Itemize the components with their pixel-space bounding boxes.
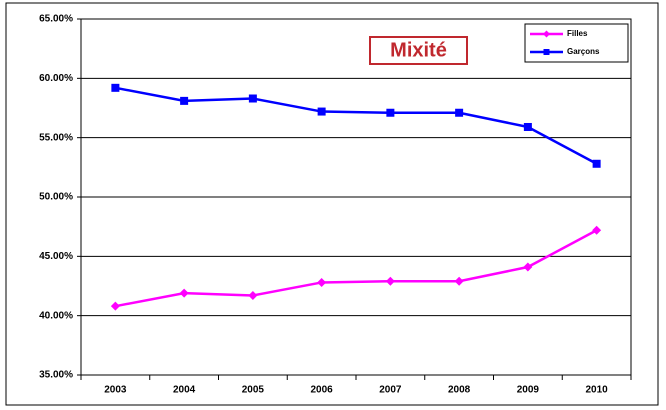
x-tick-label: 2010 xyxy=(586,385,609,396)
legend-marker xyxy=(543,30,550,38)
x-tick-label: 2005 xyxy=(242,385,265,396)
x-tick-label: 2009 xyxy=(517,385,540,396)
data-point xyxy=(110,301,120,311)
x-tick-label: 2008 xyxy=(448,385,471,396)
legend-label: Filles xyxy=(567,29,588,38)
title-box xyxy=(369,36,468,65)
x-tick-label: 2004 xyxy=(173,385,196,396)
data-point xyxy=(111,83,120,92)
data-point xyxy=(386,108,395,117)
y-tick-label: 40.00% xyxy=(39,310,73,321)
data-point xyxy=(248,94,257,103)
data-point xyxy=(317,277,327,287)
y-tick-label: 45.00% xyxy=(39,251,73,262)
data-point xyxy=(248,290,258,300)
x-tick-label: 2007 xyxy=(379,385,402,396)
data-point xyxy=(523,122,532,131)
legend-marker xyxy=(543,49,550,55)
y-tick-label: 60.00% xyxy=(39,73,73,84)
data-point xyxy=(179,288,189,298)
legend-label: Garçons xyxy=(567,47,600,56)
data-point xyxy=(455,108,464,117)
data-point xyxy=(180,96,189,105)
data-point xyxy=(592,159,601,168)
data-point xyxy=(523,262,533,272)
y-tick-label: 65.00% xyxy=(39,14,73,25)
chart-title: Mixité xyxy=(390,39,447,61)
x-tick-label: 2003 xyxy=(104,385,127,396)
data-point xyxy=(317,107,326,116)
x-tick-label: 2006 xyxy=(311,385,334,396)
legend-box xyxy=(524,23,629,63)
data-point xyxy=(385,276,395,286)
data-point xyxy=(454,276,464,286)
data-point xyxy=(592,225,602,235)
series-line xyxy=(115,86,598,165)
y-tick-label: 55.00% xyxy=(39,132,73,143)
series-line xyxy=(115,229,598,308)
y-tick-label: 35.00% xyxy=(39,370,73,381)
y-tick-label: 50.00% xyxy=(39,192,73,203)
